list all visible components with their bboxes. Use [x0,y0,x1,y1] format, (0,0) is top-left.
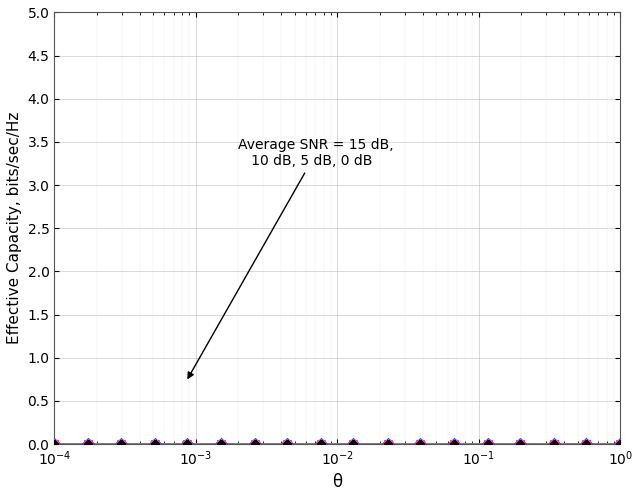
Y-axis label: Effective Capacity, bits/sec/Hz: Effective Capacity, bits/sec/Hz [7,112,22,345]
X-axis label: θ: θ [332,473,342,491]
Text: Average SNR = 15 dB,
   10 dB, 5 dB, 0 dB: Average SNR = 15 dB, 10 dB, 5 dB, 0 dB [188,137,394,378]
